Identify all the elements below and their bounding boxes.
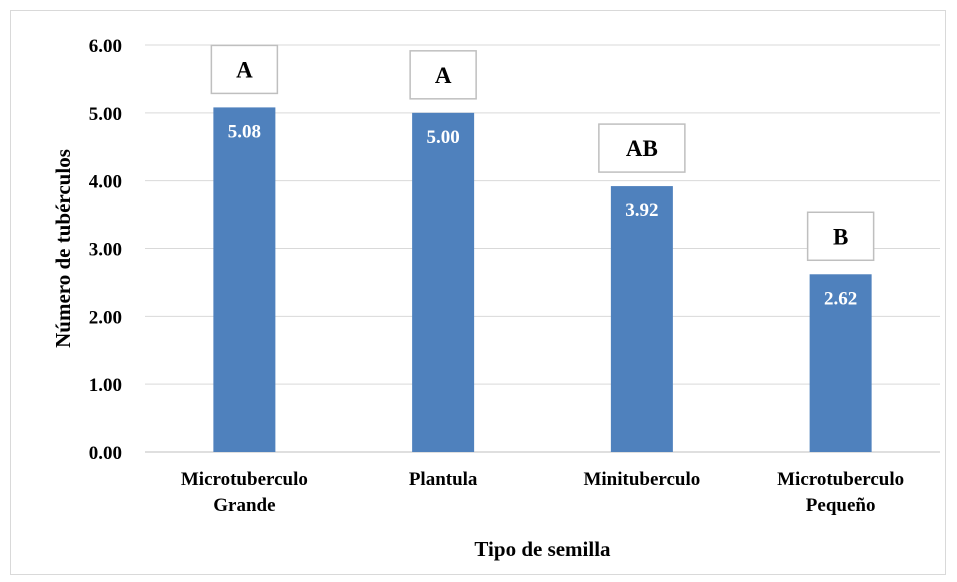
bars — [213, 107, 872, 453]
bar-value-label: 2.62 — [824, 288, 857, 309]
y-tick-label: 1.00 — [89, 375, 122, 396]
x-axis-title: Tipo de semilla — [474, 537, 611, 561]
x-tick-label: Microtuberculo — [777, 469, 904, 490]
group-letters: A A AB B — [210, 44, 875, 262]
group-letter-box — [598, 123, 686, 173]
bar — [610, 186, 673, 453]
y-tick-label: 2.00 — [89, 307, 122, 328]
bar-value-labels: 5.08 5.00 3.92 2.62 — [228, 121, 858, 309]
bar-value-label: 5.08 — [228, 121, 261, 142]
x-tick-label: Minituberculo — [583, 469, 700, 490]
gridlines — [145, 44, 940, 453]
bar — [809, 274, 872, 452]
x-tick-label: Pequeño — [806, 495, 876, 516]
x-tick-label: Microtuberculo — [181, 469, 308, 490]
y-tick-label: 0.00 — [89, 443, 122, 464]
bar-value-label: 5.00 — [427, 127, 460, 148]
y-axis-ticks: 0.00 1.00 2.00 3.00 4.00 5.00 6.00 — [89, 36, 122, 464]
y-tick-label: 4.00 — [89, 172, 122, 193]
group-letter-box — [806, 211, 875, 262]
bar — [213, 107, 276, 452]
group-letter-box — [409, 50, 477, 100]
group-letter: A — [435, 63, 452, 88]
bar-value-label: 3.92 — [625, 200, 658, 221]
group-letter: B — [833, 224, 848, 249]
y-tick-label: 3.00 — [89, 240, 122, 261]
y-tick-label: 6.00 — [89, 36, 122, 57]
group-letter: AB — [626, 136, 658, 161]
bar — [412, 112, 475, 452]
group-letter-box — [210, 44, 279, 95]
y-tick-label: 5.00 — [89, 104, 122, 125]
group-letter: A — [236, 57, 253, 82]
x-tick-label: Plantula — [409, 469, 478, 490]
y-axis-title: Número de tubérculos — [51, 149, 75, 348]
x-axis-categories: Microtuberculo Grande Plantula Minitubercul… — [181, 469, 904, 516]
chart-frame — [10, 10, 946, 575]
x-tick-label: Grande — [213, 495, 275, 516]
